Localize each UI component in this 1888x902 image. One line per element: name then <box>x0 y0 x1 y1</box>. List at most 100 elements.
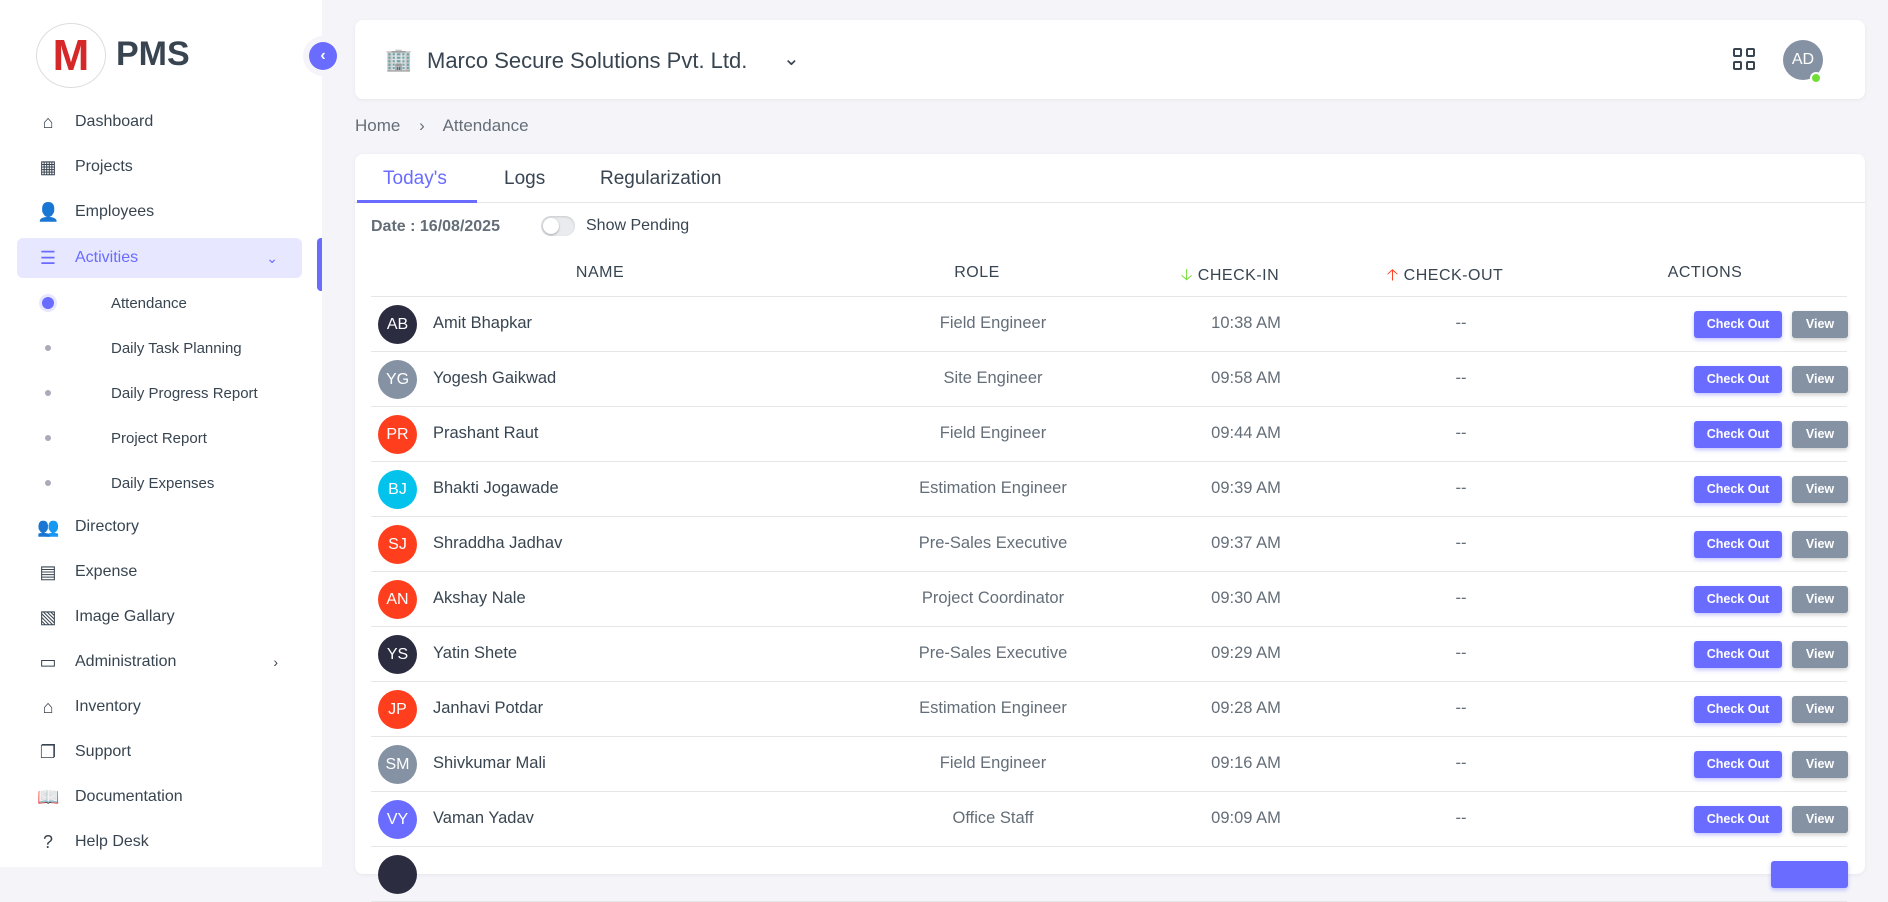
check-out-time: -- <box>1455 424 1467 442</box>
employee-avatar: YG <box>378 360 417 399</box>
chevron-down-icon[interactable]: ⌄ <box>783 48 800 70</box>
header-name: NAME <box>575 264 625 281</box>
sidebar-subitem-project-report[interactable]: Project Report <box>17 418 302 458</box>
sidebar-item-image-gallary[interactable]: ▧ Image Gallary <box>17 597 302 637</box>
breadcrumb-current: Attendance <box>442 116 529 135</box>
header-check-in: 🡣 CHECK-IN <box>1181 264 1279 291</box>
view-button[interactable]: View <box>1792 311 1848 338</box>
view-button[interactable]: View <box>1792 696 1848 723</box>
sidebar-item-support[interactable]: ❐ Support <box>17 732 302 772</box>
table-row: VY Vaman Yadav Office Staff 09:09 AM -- … <box>371 792 1848 847</box>
view-button[interactable]: View <box>1792 641 1848 668</box>
contacts-icon: 👥 <box>37 516 60 537</box>
sidebar-item-directory[interactable]: 👥 Directory <box>17 507 302 547</box>
sidebar-item-label: Employees <box>75 203 155 220</box>
active-tab-underline <box>357 200 477 203</box>
sidebar-subitem-daily-expenses[interactable]: Daily Expenses <box>17 463 302 503</box>
check-out-button[interactable]: Check Out <box>1694 806 1782 833</box>
sidebar-item-label: Inventory <box>75 698 141 715</box>
check-out-time: -- <box>1455 699 1467 717</box>
tab-logs[interactable]: Logs <box>504 168 546 189</box>
employee-avatar: VY <box>378 800 417 839</box>
sidebar-item-help-desk[interactable]: ? Help Desk <box>17 822 302 862</box>
check-out-button[interactable]: Check Out <box>1694 421 1782 448</box>
employee-avatar <box>378 855 417 894</box>
employee-avatar: AN <box>378 580 417 619</box>
view-button[interactable]: View <box>1792 806 1848 833</box>
employee-role: Estimation Engineer <box>919 479 1067 497</box>
sidebar-item-inventory[interactable]: ⌂ Inventory <box>17 687 302 727</box>
check-out-button[interactable] <box>1771 861 1848 888</box>
chevron-right-icon: › <box>273 654 278 670</box>
sidebar-item-dashboard[interactable]: ⌂ Dashboard <box>17 102 302 142</box>
check-in-time: 09:39 AM <box>1211 479 1281 497</box>
sidebar-item-activities[interactable]: ☰ Activities ⌄ <box>17 238 302 278</box>
check-out-button[interactable]: Check Out <box>1694 751 1782 778</box>
sidebar-subitem-daily-progress-report[interactable]: Daily Progress Report <box>17 373 302 413</box>
check-out-time: -- <box>1455 644 1467 662</box>
breadcrumb-home[interactable]: Home <box>355 116 401 135</box>
table-row: AN Akshay Nale Project Coordinator 09:30… <box>371 572 1848 627</box>
check-in-time: 09:29 AM <box>1211 644 1281 662</box>
employee-name: Janhavi Potdar <box>433 699 544 717</box>
view-button[interactable]: View <box>1792 531 1848 558</box>
employee-avatar: BJ <box>378 470 417 509</box>
employee-name: Shivkumar Mali <box>433 754 546 772</box>
logo: M <box>36 23 106 88</box>
apps-grid-icon[interactable] <box>1733 48 1755 70</box>
check-in-time: 09:30 AM <box>1211 589 1281 607</box>
check-out-button[interactable]: Check Out <box>1694 366 1782 393</box>
organization-selector[interactable]: Marco Secure Solutions Pvt. Ltd. <box>427 48 748 73</box>
view-button[interactable]: View <box>1792 421 1848 448</box>
check-out-time: -- <box>1455 369 1467 387</box>
check-out-button[interactable]: Check Out <box>1694 311 1782 338</box>
employee-name: Yatin Shete <box>433 644 518 662</box>
tab-regularization[interactable]: Regularization <box>600 168 722 189</box>
bullet-icon <box>45 435 51 441</box>
employee-role: Field Engineer <box>939 424 1047 442</box>
check-out-button[interactable]: Check Out <box>1694 696 1782 723</box>
view-button[interactable]: View <box>1792 366 1848 393</box>
header-actions: ACTIONS <box>1667 264 1743 281</box>
view-button[interactable]: View <box>1792 586 1848 613</box>
employee-name: Vaman Yadav <box>433 809 534 827</box>
copy-icon: ❐ <box>39 741 57 762</box>
check-in-time: 09:37 AM <box>1211 534 1281 552</box>
sidebar-subitem-attendance[interactable]: Attendance <box>17 283 302 323</box>
user-avatar[interactable]: AD <box>1783 40 1823 80</box>
arrow-down-icon: 🡣 <box>1180 267 1193 284</box>
collapse-sidebar-button[interactable]: ‹ <box>309 42 337 70</box>
view-button[interactable]: View <box>1792 751 1848 778</box>
show-pending-toggle[interactable] <box>541 216 575 236</box>
sidebar-item-documentation[interactable]: 📖 Documentation <box>17 777 302 817</box>
header-check-in-label: CHECK-IN <box>1197 267 1280 284</box>
tabs: Today's Logs Regularization <box>355 154 1865 203</box>
sidebar-subitem-label: Daily Progress Report <box>111 384 258 402</box>
top-header: 🏢 Marco Secure Solutions Pvt. Ltd. ⌄ AD <box>355 20 1865 99</box>
tab-todays[interactable]: Today's <box>383 168 447 189</box>
sidebar-item-employees[interactable]: 👤 Employees <box>17 192 302 232</box>
employee-name: Yogesh Gaikwad <box>433 369 557 387</box>
view-button[interactable]: View <box>1792 476 1848 503</box>
employee-avatar: SM <box>378 745 417 784</box>
building-icon: ▦ <box>39 156 57 177</box>
book-icon: 📖 <box>37 786 60 807</box>
sidebar-subitem-label: Daily Task Planning <box>111 339 242 357</box>
breadcrumb-separator-icon: › <box>419 116 425 135</box>
sidebar-subitem-label: Daily Expenses <box>111 474 215 492</box>
employee-avatar: SJ <box>378 525 417 564</box>
table-row: BJ Bhakti Jogawade Estimation Engineer 0… <box>371 462 1848 517</box>
sidebar-item-expense[interactable]: ▤ Expense <box>17 552 302 592</box>
employee-role: Pre-Sales Executive <box>918 644 1068 662</box>
sidebar-item-projects[interactable]: ▦ Projects <box>17 147 302 187</box>
check-in-time: 09:16 AM <box>1211 754 1281 772</box>
check-out-button[interactable]: Check Out <box>1694 586 1782 613</box>
check-out-button[interactable]: Check Out <box>1694 531 1782 558</box>
sidebar-item-label: Image Gallary <box>75 608 175 625</box>
check-out-button[interactable]: Check Out <box>1694 476 1782 503</box>
sidebar-item-label: Documentation <box>75 788 183 805</box>
sidebar-subitem-daily-task-planning[interactable]: Daily Task Planning <box>17 328 302 368</box>
check-out-button[interactable]: Check Out <box>1694 641 1782 668</box>
date-label: Date : 16/08/2025 <box>371 218 500 235</box>
sidebar-item-administration[interactable]: ▭ Administration › <box>17 642 302 682</box>
